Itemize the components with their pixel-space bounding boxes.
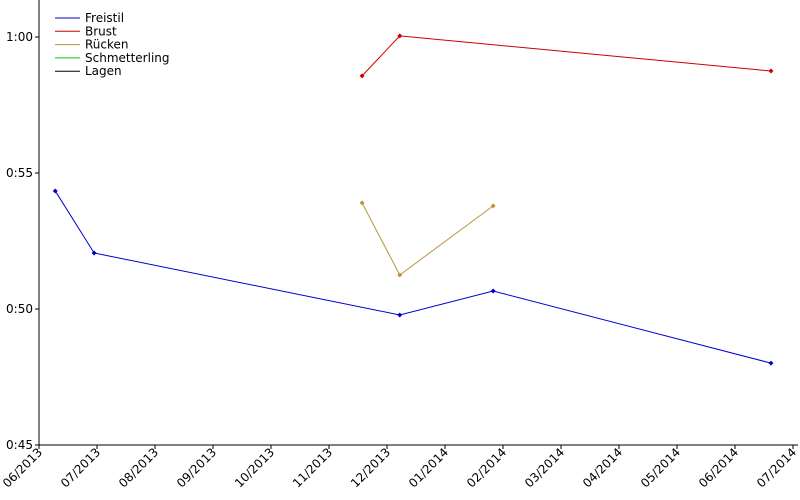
data-point — [52, 188, 58, 194]
y-tick-label: 0:50 — [6, 302, 33, 316]
x-tick-label: 10/2013 — [232, 445, 277, 490]
legend-label: Rücken — [85, 38, 129, 52]
x-tick-label: 05/2014 — [638, 445, 683, 490]
data-point — [359, 73, 365, 79]
data-point — [91, 250, 97, 256]
legend-label: Lagen — [85, 64, 122, 78]
legend-label: Schmetterling — [85, 51, 170, 65]
x-tick-label: 08/2013 — [116, 445, 161, 490]
x-tick-label: 07/2013 — [58, 445, 103, 490]
data-point — [397, 33, 403, 39]
data-point — [768, 68, 774, 74]
series-line — [361, 35, 772, 77]
x-tick-label: 04/2014 — [580, 445, 625, 490]
data-point — [359, 200, 365, 206]
x-tick-label: 03/2014 — [522, 445, 567, 490]
data-point — [490, 288, 496, 294]
y-tick-label: 0:45 — [6, 438, 33, 452]
x-tick-label: 02/2014 — [464, 445, 509, 490]
legend-label: Freistil — [85, 11, 124, 25]
y-tick-label: 0:55 — [6, 166, 33, 180]
y-tick-label: 1:00 — [6, 30, 33, 44]
x-tick-label: 06/2014 — [696, 445, 741, 490]
x-tick-label: 09/2013 — [174, 445, 219, 490]
data-point — [397, 272, 403, 278]
data-point — [768, 360, 774, 366]
x-tick-label: 12/2013 — [348, 445, 393, 490]
x-tick-label: 01/2014 — [406, 445, 451, 490]
series-line — [54, 190, 772, 364]
x-tick-label: 11/2013 — [290, 445, 335, 490]
data-point — [397, 312, 403, 318]
data-point — [490, 203, 496, 209]
series-line — [361, 202, 494, 276]
legend-label: Brust — [85, 24, 117, 38]
x-tick-label: 07/2014 — [754, 445, 799, 490]
